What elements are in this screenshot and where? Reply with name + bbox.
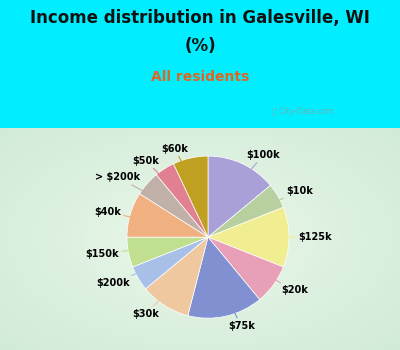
Text: All residents: All residents [151,70,249,84]
Text: $200k: $200k [96,259,171,288]
Wedge shape [140,175,208,237]
Text: (%): (%) [184,37,216,55]
Wedge shape [127,237,208,267]
Text: $40k: $40k [94,207,167,225]
Text: $30k: $30k [132,273,185,319]
Text: $10k: $10k [245,186,313,215]
Wedge shape [133,237,208,289]
Wedge shape [156,164,208,237]
Wedge shape [208,207,289,267]
Wedge shape [208,237,283,300]
Text: $100k: $100k [226,150,280,198]
Text: Income distribution in Galesville, WI: Income distribution in Galesville, WI [30,9,370,27]
Text: > $200k: > $200k [95,172,176,209]
Wedge shape [188,237,260,318]
Text: $60k: $60k [161,144,199,195]
Wedge shape [146,237,208,316]
Wedge shape [174,156,208,237]
Text: $125k: $125k [251,232,332,242]
Text: $20k: $20k [243,262,308,295]
Text: $75k: $75k [217,279,255,331]
Wedge shape [127,194,208,237]
Text: $50k: $50k [132,155,185,201]
Wedge shape [208,186,283,237]
Text: $150k: $150k [85,245,166,259]
Wedge shape [208,156,270,237]
Text: ⓘ City-Data.com: ⓘ City-Data.com [272,107,334,116]
